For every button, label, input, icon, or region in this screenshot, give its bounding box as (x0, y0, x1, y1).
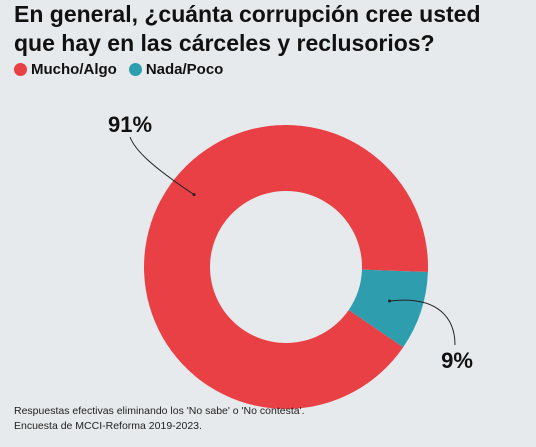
footnote: Respuestas efectivas eliminando los 'No … (14, 404, 305, 434)
slice-nada-poco (348, 269, 428, 348)
legend-item-mucho-algo: Mucho/Algo (14, 61, 117, 78)
leader-line-nada-poco (389, 299, 456, 346)
slice-mucho-algo (143, 125, 428, 409)
data-label-nada-poco: 9% (441, 348, 473, 373)
chart-title: En general, ¿cuánta corrupción cree uste… (14, 1, 481, 56)
footnote-line-1: Respuestas efectivas eliminando los 'No … (14, 405, 305, 417)
leader-line-mucho-algo (129, 136, 195, 196)
legend: Mucho/Algo Nada/Poco (14, 61, 235, 78)
data-label-mucho-algo: 91% (108, 112, 152, 137)
legend-label-mucho-algo: Mucho/Algo (31, 61, 117, 78)
legend-label-nada-poco: Nada/Poco (145, 61, 224, 78)
footnote-line-2: Encuesta de MCCI-Reforma 2019-2023. (14, 420, 202, 432)
legend-item-nada-poco: Nada/Poco (128, 61, 224, 78)
legend-swatch-nada-poco (128, 63, 142, 76)
legend-swatch-mucho-algo (14, 63, 27, 76)
